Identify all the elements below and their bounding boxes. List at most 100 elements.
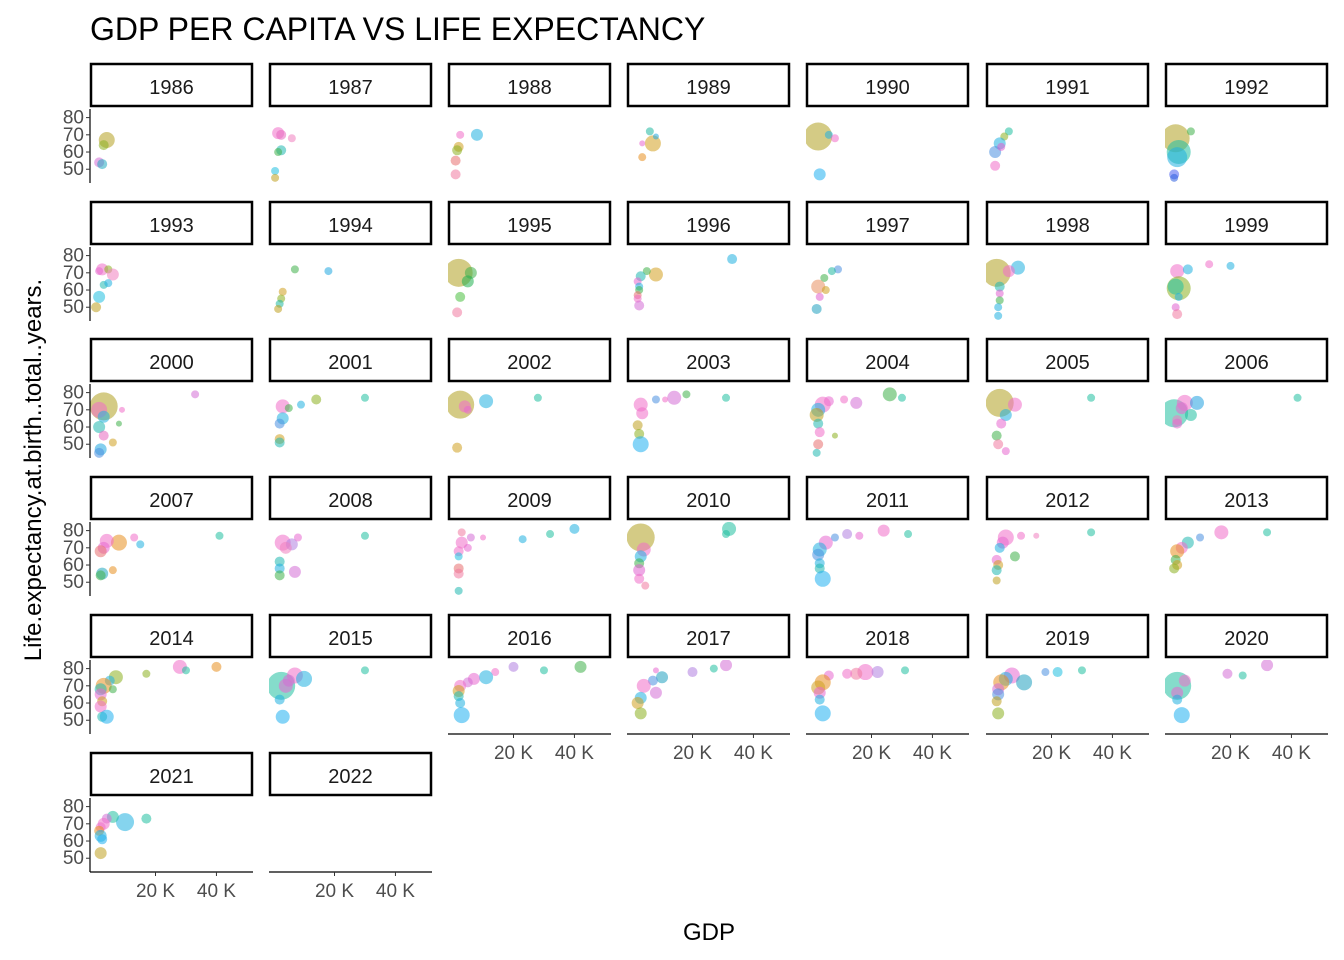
- data-point: [1179, 675, 1191, 687]
- data-point: [1170, 264, 1184, 278]
- data-point: [276, 710, 290, 724]
- data-point: [995, 543, 1005, 553]
- facet-strip-label: 2021: [149, 766, 194, 788]
- data-point: [1187, 127, 1195, 135]
- points-group: [271, 127, 296, 182]
- data-point: [996, 289, 1004, 297]
- data-point: [815, 695, 825, 705]
- data-point: [455, 292, 465, 302]
- points-group: [267, 666, 369, 723]
- y-tick-label: 80: [63, 521, 84, 542]
- data-point: [688, 667, 698, 677]
- points-group: [446, 391, 542, 453]
- points-group: [804, 123, 839, 181]
- data-point: [1227, 262, 1235, 270]
- data-point: [109, 566, 117, 574]
- data-point: [1078, 666, 1086, 674]
- facet-strip-label: 2008: [328, 490, 373, 512]
- facet-strip-label: 2002: [507, 352, 552, 374]
- data-point: [1196, 533, 1204, 541]
- facet-panel-1990: 1990: [804, 64, 968, 180]
- data-point: [95, 267, 103, 275]
- facet-panel-2018: 201820 K 40 K: [806, 615, 969, 764]
- points-group: [275, 394, 369, 448]
- data-point: [296, 671, 312, 687]
- data-point: [1239, 671, 1247, 679]
- data-point: [872, 666, 884, 678]
- points-group: [1160, 394, 1301, 429]
- data-point: [1183, 264, 1193, 274]
- points-group: [95, 660, 222, 724]
- data-point: [635, 707, 647, 719]
- data-point: [1205, 260, 1213, 268]
- x-tick-label: 20 K: [315, 881, 354, 902]
- facet-panel-2019: 201920 K 40 K: [986, 615, 1149, 764]
- data-point: [452, 145, 462, 155]
- facet-strip-label: 1993: [149, 215, 194, 237]
- data-point: [1214, 525, 1228, 539]
- data-point: [727, 254, 737, 264]
- data-point: [1016, 674, 1032, 690]
- data-point: [119, 407, 125, 413]
- data-point: [471, 129, 483, 141]
- data-point: [116, 421, 122, 427]
- facet-strip-label: 1999: [1224, 215, 1269, 237]
- data-point: [480, 534, 486, 540]
- data-point: [993, 577, 1001, 585]
- data-point: [813, 419, 823, 429]
- data-point: [361, 394, 369, 402]
- points-group: [810, 387, 906, 457]
- data-point: [288, 134, 296, 142]
- points-group: [274, 265, 332, 313]
- facet-strip-label: 2000: [149, 352, 194, 374]
- data-point: [142, 670, 150, 678]
- data-point: [850, 397, 862, 409]
- facet-strip-label: 1991: [1045, 77, 1090, 99]
- data-point: [191, 390, 199, 398]
- data-point: [653, 667, 659, 673]
- facet-strip-label: 2010: [686, 490, 731, 512]
- data-point: [832, 433, 838, 439]
- x-tick-label: 20 K: [852, 743, 891, 764]
- data-point: [141, 814, 151, 824]
- points-group: [633, 390, 730, 452]
- data-point: [289, 566, 301, 578]
- facet-strip-label: 2007: [149, 490, 194, 512]
- facet-panel-1997: 1997: [807, 202, 968, 314]
- points-group: [453, 661, 587, 723]
- facet-strip-label: 2003: [686, 352, 731, 374]
- data-point: [271, 174, 279, 182]
- data-point: [104, 279, 112, 287]
- points-group: [812, 525, 912, 587]
- facet-panel-2001: 2001: [270, 339, 431, 448]
- data-point: [285, 404, 293, 412]
- facet-panel-1991: 1991: [987, 64, 1148, 171]
- data-point: [1172, 309, 1182, 319]
- points-group: [454, 524, 580, 595]
- points-group: [451, 129, 483, 180]
- facet-strip-label: 1987: [328, 77, 373, 99]
- data-point: [994, 312, 1002, 320]
- data-point: [211, 662, 221, 672]
- points-group: [275, 532, 369, 581]
- facet-panel-1988: 1988: [449, 64, 610, 179]
- points-group: [94, 132, 115, 169]
- data-point: [992, 707, 1004, 719]
- data-point: [997, 143, 1005, 151]
- data-point: [297, 401, 305, 409]
- data-point: [361, 532, 369, 540]
- y-tick-label: 80: [63, 659, 84, 680]
- data-point: [1190, 396, 1204, 410]
- data-point: [98, 411, 110, 423]
- x-tick-label: 20 K: [1211, 743, 1250, 764]
- points-group: [95, 532, 224, 581]
- facet-panel-2002: 2002: [446, 339, 610, 453]
- data-point: [100, 710, 114, 724]
- data-point: [95, 545, 107, 557]
- data-point: [1175, 293, 1183, 301]
- x-tick-label: 40 K: [1093, 743, 1132, 764]
- facet-panel-1996: 1996: [628, 202, 789, 311]
- data-point: [215, 532, 223, 540]
- data-point: [813, 449, 821, 457]
- facet-strip-label: 2015: [328, 628, 373, 650]
